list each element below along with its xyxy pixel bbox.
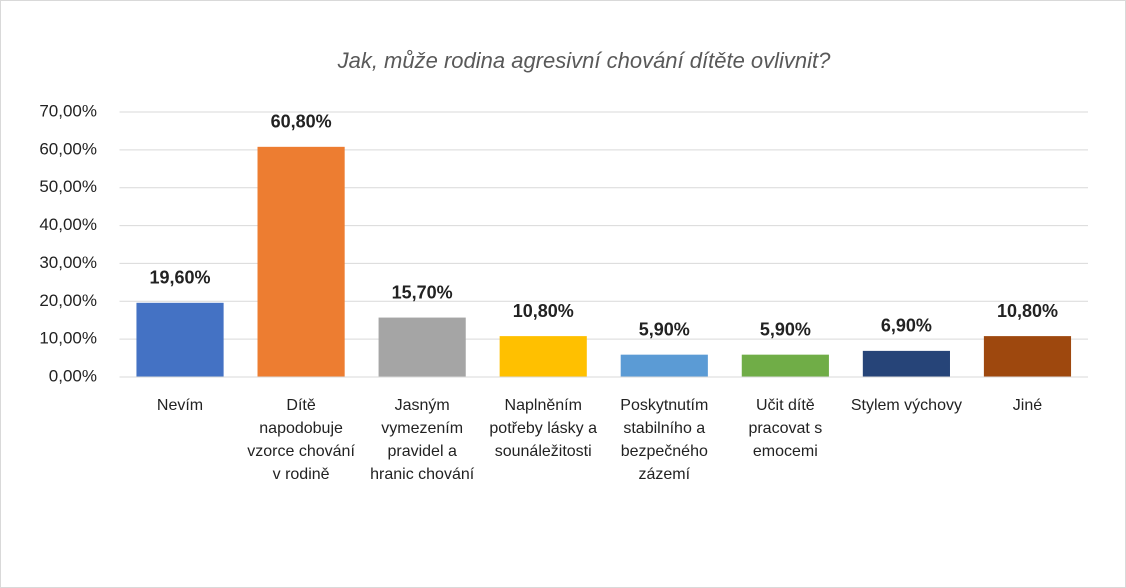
- bar: [499, 336, 587, 377]
- y-tick-label: 10,00%: [39, 329, 97, 348]
- bar: [378, 317, 466, 377]
- x-tick-label: Učit dítě pracovat s emocemi: [748, 397, 823, 460]
- y-tick-label: 60,00%: [39, 139, 97, 158]
- value-label: 15,70%: [392, 282, 453, 302]
- y-tick-label: 70,00%: [39, 101, 97, 120]
- bar: [983, 336, 1072, 377]
- x-tick-label: Jasným vymezením pravidel a hranic chová…: [370, 397, 475, 483]
- y-tick-label: 30,00%: [39, 253, 97, 272]
- bar: [620, 354, 708, 377]
- bar: [741, 354, 829, 377]
- value-label: 5,90%: [639, 319, 690, 339]
- value-label: 6,90%: [881, 316, 932, 336]
- value-label: 10,80%: [513, 301, 574, 321]
- x-tick-label: Stylem výchovy: [850, 397, 962, 414]
- x-tick-label: Naplněním potřeby lásky a sounáležitosti: [489, 397, 598, 460]
- x-tick-label: Nevím: [156, 397, 204, 414]
- x-tick-label: Poskytnutím stabilního a bezpečného záze…: [620, 397, 709, 483]
- chart-title: Jak, může rodina agresivní chování dítět…: [337, 48, 832, 73]
- x-tick-label: Jiné: [1012, 397, 1043, 414]
- value-label: 60,80%: [271, 112, 332, 132]
- bar: [136, 302, 224, 377]
- x-tick-label: Dítě napodobuje vzorce chování v rodině: [247, 397, 355, 483]
- value-label: 19,60%: [150, 268, 211, 288]
- y-tick-label: 50,00%: [39, 177, 97, 196]
- y-tick-label: 0,00%: [49, 366, 97, 385]
- value-label: 10,80%: [997, 301, 1058, 321]
- y-tick-label: 40,00%: [39, 215, 97, 234]
- bar: [257, 146, 345, 377]
- bar: [862, 350, 950, 377]
- value-label: 5,90%: [760, 319, 811, 339]
- y-tick-label: 20,00%: [39, 291, 97, 310]
